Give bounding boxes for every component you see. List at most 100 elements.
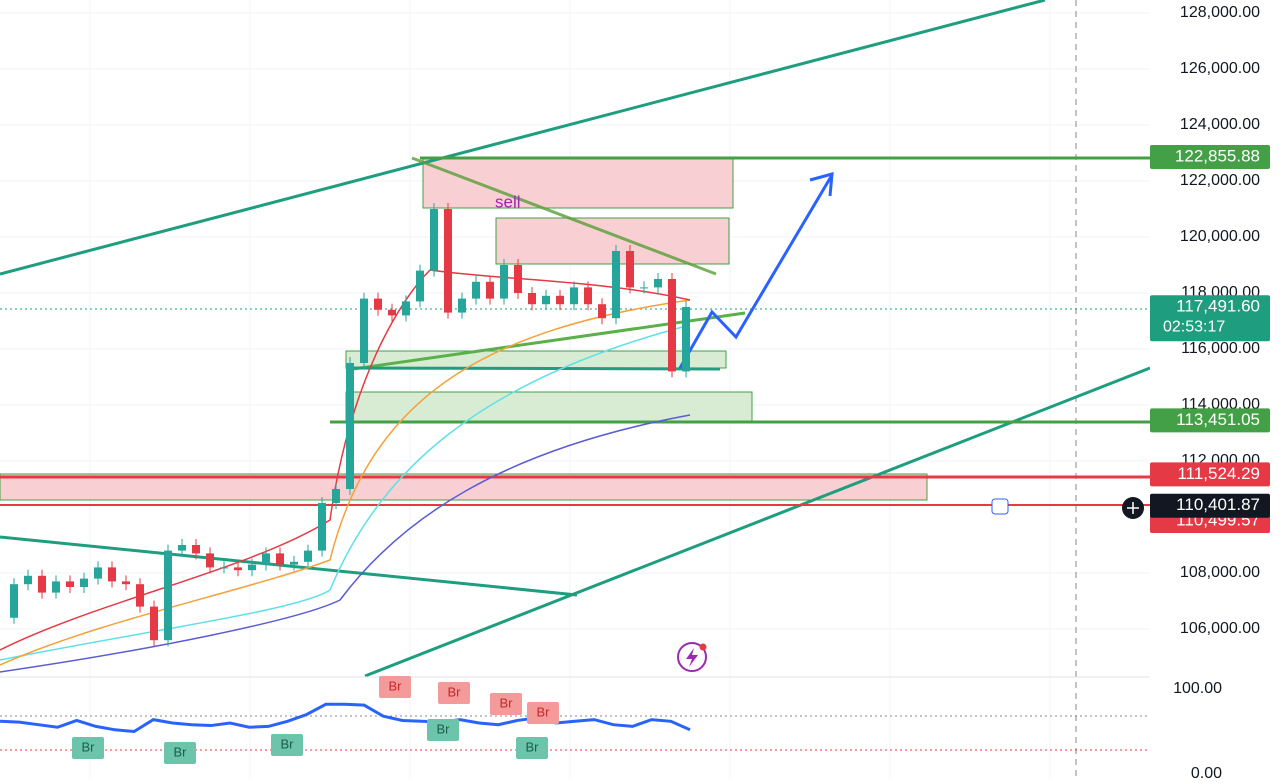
candle: [500, 265, 508, 299]
candle: [164, 550, 172, 641]
candle: [318, 503, 326, 551]
candle: [220, 567, 228, 569]
annotation: sell: [495, 192, 521, 211]
candle: [136, 584, 144, 607]
indicator-line: [0, 702, 691, 734]
divergence-label-box: [72, 737, 104, 759]
price-tag-label: 122,855.88: [1175, 147, 1260, 166]
candle: [556, 295, 564, 305]
candle: [122, 581, 130, 585]
candle: [388, 309, 396, 316]
divergence-label-box: [438, 682, 470, 704]
candle: [472, 281, 480, 299]
divergence-label-box: [427, 719, 459, 741]
candle: [192, 545, 200, 554]
candle: [612, 251, 620, 319]
moving-average: [0, 324, 691, 661]
trend-line: [0, 535, 578, 597]
divergence-label-box: [490, 693, 522, 715]
candle: [668, 279, 676, 372]
price-tag: [1150, 462, 1270, 487]
candle: [640, 287, 648, 289]
candle: [304, 550, 312, 562]
divergence-label: Br: [82, 739, 96, 754]
trend-line: [411, 156, 717, 276]
price-tag: [1150, 295, 1270, 342]
divergence-label: Br: [174, 744, 188, 759]
crosshair-plus: [1127, 502, 1139, 514]
candle: [584, 287, 592, 305]
divergence-label-box: [516, 737, 548, 759]
candle: [94, 567, 102, 579]
candle: [206, 553, 214, 568]
divergence-label: Br: [526, 739, 540, 754]
divergence-label-box: [379, 676, 411, 698]
price-tag-label: 117,491.60: [1176, 297, 1260, 316]
divergence-label: Br: [448, 684, 462, 699]
candle: [542, 295, 550, 305]
y-tick-label: 124,000.00: [1180, 116, 1260, 133]
demand-zone: [345, 391, 753, 422]
y-tick-label: 126,000.00: [1180, 60, 1260, 77]
candle: [52, 581, 60, 593]
candle: [248, 564, 256, 571]
candle: [332, 489, 340, 503]
channel-line: [364, 366, 1151, 678]
crosshair-handle[interactable]: [991, 498, 1009, 515]
y-tick-label: 122,000.00: [1180, 172, 1260, 189]
candle: [444, 209, 452, 313]
price-tag: [1150, 408, 1270, 433]
arrow-head: [809, 171, 834, 197]
price-tag: [1150, 145, 1270, 170]
indicator-tick-label: 100.00: [1173, 680, 1222, 697]
candle: [80, 578, 88, 587]
candle: [402, 301, 410, 316]
price-scale: [1150, 0, 1280, 779]
trend-line: [345, 311, 746, 372]
y-tick-label: 116,000.00: [1181, 340, 1260, 357]
trend-line: [345, 366, 721, 371]
candle: [626, 251, 634, 288]
divergence-label: Br: [537, 704, 551, 719]
price-tag-label: 111,524.29: [1177, 464, 1260, 483]
candle: [150, 606, 158, 641]
indicator-tick-label: 0.00: [1191, 765, 1222, 779]
divergence-label: Br: [281, 736, 295, 751]
divergence-label: Br: [500, 695, 514, 710]
candle: [24, 575, 32, 585]
countdown: 02:53:17: [1163, 318, 1225, 335]
moving-average: [0, 269, 691, 651]
candle: [66, 581, 74, 587]
candle: [262, 553, 270, 565]
moving-average: [0, 299, 691, 666]
price-tag: [1150, 493, 1270, 518]
y-tick-label: 128,000.00: [1180, 4, 1260, 21]
divergence-label-box: [527, 702, 559, 724]
candle: [682, 307, 690, 372]
moving-average: [0, 414, 691, 673]
divergence-label-box: [164, 742, 196, 764]
candle: [416, 270, 424, 302]
price-tag-label: 113,451.05: [1176, 410, 1260, 429]
candle: [374, 298, 382, 310]
divergence-label: Br: [437, 721, 451, 736]
candle: [38, 575, 46, 593]
candle: [290, 561, 298, 565]
candle: [108, 567, 116, 582]
candle: [360, 298, 368, 363]
price-tag-label: 110,401.87: [1176, 495, 1260, 514]
candle: [598, 304, 606, 319]
divergence-label-box: [271, 734, 303, 756]
y-tick-label: 108,000.00: [1180, 564, 1260, 581]
candle: [458, 298, 466, 313]
candle: [486, 281, 494, 299]
candle: [234, 567, 242, 571]
candle: [570, 287, 578, 305]
alert-icon[interactable]: [677, 642, 707, 672]
candle: [430, 209, 438, 271]
y-tick-label: 120,000.00: [1180, 228, 1260, 245]
candle: [178, 545, 186, 551]
candle: [654, 279, 662, 288]
